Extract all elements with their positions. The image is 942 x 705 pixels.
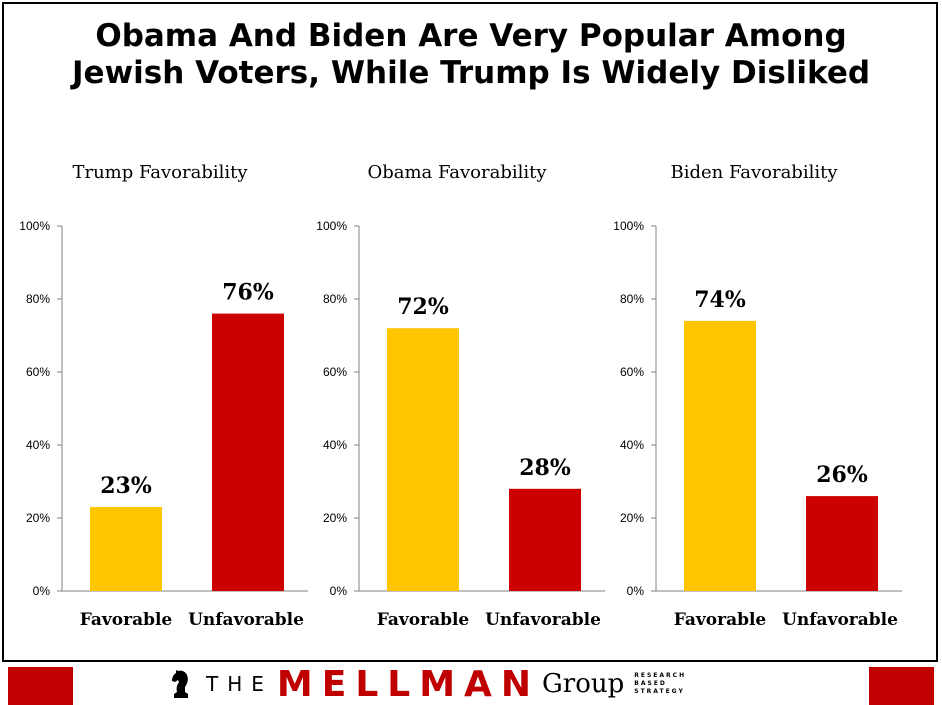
favorable-bar [387, 328, 459, 591]
x-category-label: Unfavorable [782, 610, 898, 630]
footer-accent-left [8, 667, 73, 705]
bar-value-label: 72% [397, 294, 449, 320]
x-category-label: Favorable [674, 610, 767, 630]
y-tick-label: 0% [627, 584, 645, 598]
y-tick-label: 40% [26, 438, 50, 452]
y-tick-label: 20% [620, 511, 644, 525]
title-line-2: Jewish Voters, While Trump Is Widely Dis… [71, 55, 871, 91]
x-category-label: Favorable [80, 610, 173, 630]
logo-group-text: Group [542, 669, 625, 699]
logo-tagline: RESEARCH BASED STRATEGY [634, 672, 686, 696]
charts-area: Trump Favorability 0% 20% 40% 60% 80% 100% 23% 7… [19, 162, 902, 630]
y-tick-label: 80% [323, 292, 347, 306]
y-tick-label: 60% [620, 365, 644, 379]
y-tick-label: 100% [19, 219, 50, 233]
knight-chess-icon [172, 670, 188, 698]
x-category-label: Unfavorable [485, 610, 601, 630]
chart-title: Biden Favorability [670, 162, 838, 183]
y-tick-label: 60% [323, 365, 347, 379]
y-tick-label: 40% [620, 438, 644, 452]
logo-the-text: THE [206, 672, 273, 696]
bar-value-label: 74% [694, 287, 746, 313]
logo-tagline-line: RESEARCH [634, 672, 687, 679]
x-category-label: Unfavorable [188, 610, 304, 630]
favorable-bar [90, 507, 162, 591]
logo-tagline-line: STRATEGY [634, 688, 685, 695]
bar-value-label: 23% [100, 473, 152, 499]
y-tick-label: 100% [613, 219, 644, 233]
footer-bar: THE MELLMAN Group RESEARCH BASED STRATEG… [0, 663, 942, 705]
y-tick-label: 20% [26, 511, 50, 525]
y-tick-label: 80% [620, 292, 644, 306]
y-tick-label: 60% [26, 365, 50, 379]
logo-tagline-line: BASED [634, 680, 667, 687]
y-tick-label: 0% [33, 584, 51, 598]
y-tick-label: 100% [316, 219, 347, 233]
title-line-1: Obama And Biden Are Very Popular Among [95, 18, 847, 54]
x-category-label: Favorable [377, 610, 470, 630]
chart-title: Trump Favorability [72, 162, 248, 183]
slide-title: Obama And Biden Are Very Popular Among J… [0, 18, 942, 92]
bar-value-label: 26% [816, 462, 868, 488]
chart-title: Obama Favorability [367, 162, 547, 183]
unfavorable-bar [212, 313, 284, 591]
y-tick-label: 0% [330, 584, 348, 598]
slide-frame [2, 2, 938, 662]
unfavorable-bar [806, 496, 878, 591]
favorable-bar [684, 320, 756, 591]
bar-value-label: 76% [222, 280, 274, 306]
y-tick-label: 40% [323, 438, 347, 452]
mellman-logo: THE MELLMAN Group RESEARCH BASED STRATEG… [170, 663, 686, 705]
bar-value-label: 28% [519, 455, 571, 481]
y-tick-label: 80% [26, 292, 50, 306]
y-tick-label: 20% [323, 511, 347, 525]
logo-mellman-text: MELLMAN [276, 663, 541, 705]
unfavorable-bar [509, 488, 581, 591]
footer-accent-right [869, 667, 934, 705]
